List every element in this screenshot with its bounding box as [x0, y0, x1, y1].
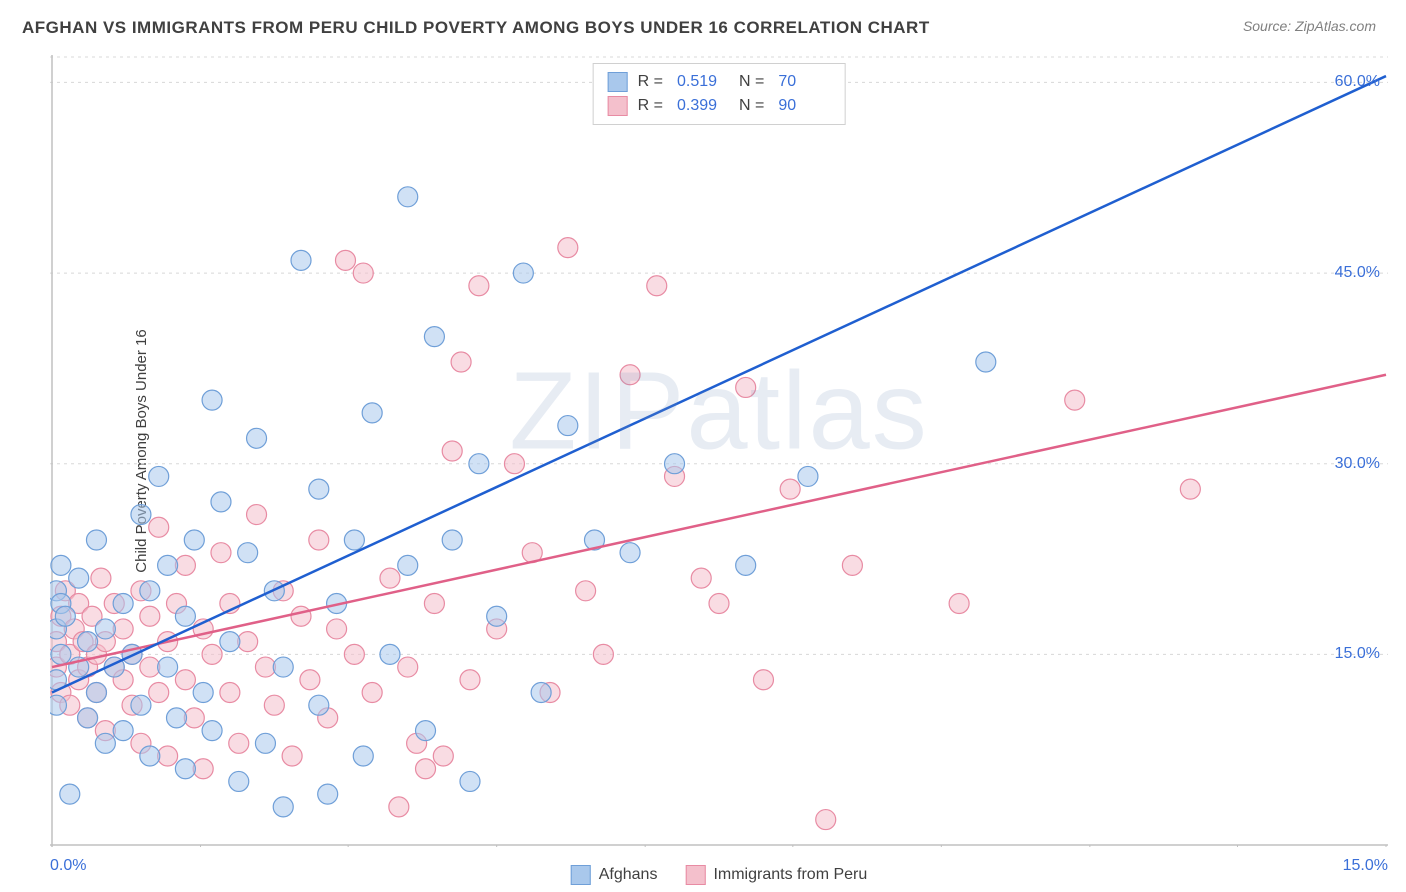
source-attribution: Source: ZipAtlas.com — [1243, 18, 1376, 34]
swatch-afghans — [571, 865, 591, 885]
chart-container: Child Poverty Among Boys Under 16 ZIPatl… — [50, 55, 1388, 847]
y-tick-label: 15.0% — [1335, 645, 1380, 663]
y-tick-label: 60.0% — [1335, 73, 1380, 91]
series-label-peru: Immigrants from Peru — [713, 866, 867, 884]
y-tick-label: 30.0% — [1335, 455, 1380, 473]
chart-title: AFGHAN VS IMMIGRANTS FROM PERU CHILD POV… — [22, 18, 930, 38]
n-value-afghans: 70 — [778, 73, 830, 91]
legend-item-peru: Immigrants from Peru — [685, 865, 867, 885]
n-value-peru: 90 — [778, 97, 830, 115]
r-label: R = — [638, 97, 663, 115]
swatch-afghans — [608, 72, 628, 92]
series-label-afghans: Afghans — [599, 866, 658, 884]
legend-row-afghans: R = 0.519 N = 70 — [608, 70, 831, 94]
legend-item-afghans: Afghans — [571, 865, 658, 885]
r-label: R = — [638, 73, 663, 91]
x-axis-end: 15.0% — [1343, 857, 1388, 875]
legend-row-peru: R = 0.399 N = 90 — [608, 94, 831, 118]
r-value-afghans: 0.519 — [677, 73, 729, 91]
swatch-peru — [685, 865, 705, 885]
swatch-peru — [608, 96, 628, 116]
series-legend: Afghans Immigrants from Peru — [571, 865, 868, 885]
n-label: N = — [739, 73, 764, 91]
correlation-legend: R = 0.519 N = 70 R = 0.399 N = 90 — [593, 63, 846, 125]
r-value-peru: 0.399 — [677, 97, 729, 115]
scatter-plot — [50, 55, 1388, 847]
x-axis-start: 0.0% — [50, 857, 86, 875]
y-tick-label: 45.0% — [1335, 264, 1380, 282]
n-label: N = — [739, 97, 764, 115]
